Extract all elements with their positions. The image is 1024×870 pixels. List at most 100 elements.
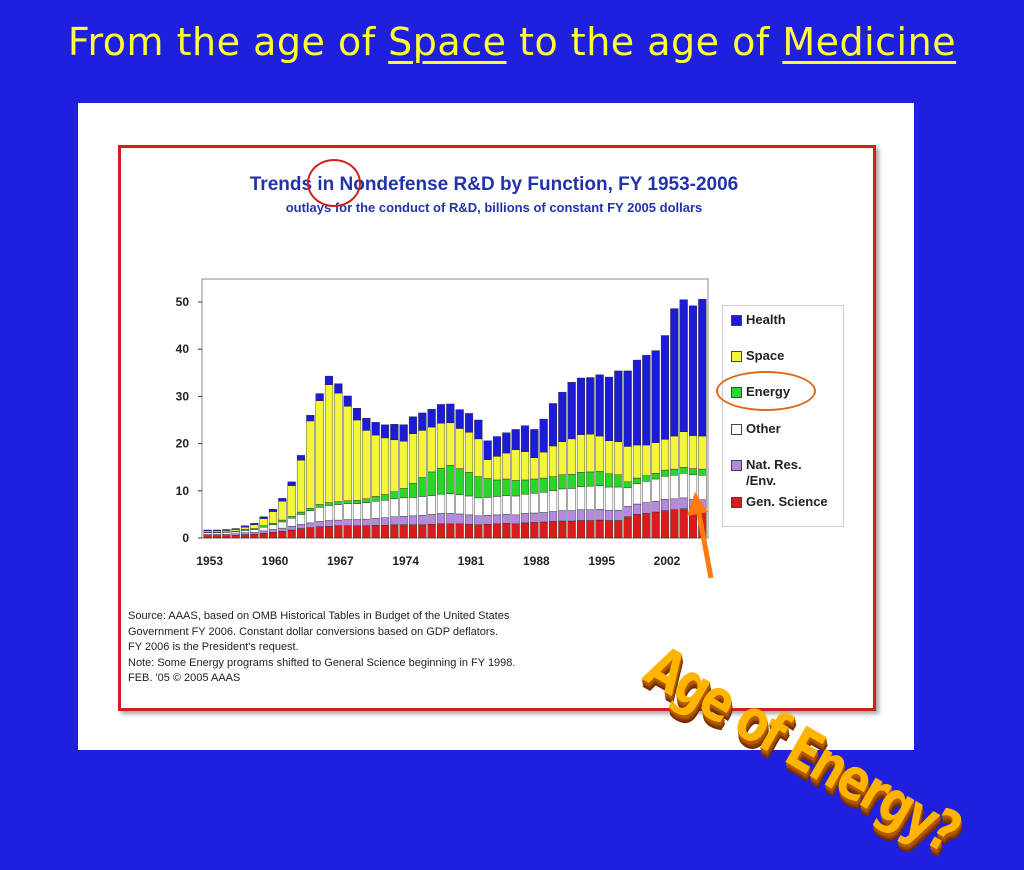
bar-segment xyxy=(549,491,557,512)
bar-segment xyxy=(540,478,548,492)
bar-segment xyxy=(325,503,333,506)
bar-segment xyxy=(213,530,221,531)
bar-segment xyxy=(316,401,324,505)
x-tick-label: 1974 xyxy=(392,554,419,568)
bar-segment xyxy=(362,503,370,520)
bar-segment xyxy=(362,430,370,498)
bar-segment xyxy=(540,452,548,478)
bar-segment xyxy=(381,500,389,517)
bar-segment xyxy=(344,526,352,538)
bar-segment xyxy=(372,496,380,501)
bar-segment xyxy=(437,468,445,494)
bar-segment xyxy=(493,437,501,457)
x-tick-label: 2002 xyxy=(654,554,681,568)
bar-segment xyxy=(213,531,221,532)
bar-segment xyxy=(446,423,454,465)
bar-segment xyxy=(213,534,221,535)
bar-segment xyxy=(232,530,240,532)
bar-segment xyxy=(222,534,230,535)
bar-segment xyxy=(456,514,464,524)
bar-segment xyxy=(605,474,613,487)
bar-segment xyxy=(512,524,520,538)
source-note: Source: AAAS, based on OMB Historical Ta… xyxy=(128,609,568,687)
bar-segment xyxy=(614,475,622,487)
bar-segment xyxy=(521,480,529,494)
bar-segment xyxy=(390,440,398,492)
bar-segment xyxy=(670,499,678,510)
bar-segment xyxy=(502,523,510,538)
bar-segment xyxy=(232,529,240,530)
bar-segment xyxy=(446,513,454,523)
bar-segment xyxy=(344,406,352,500)
bar-segment xyxy=(624,371,632,447)
bar-segment xyxy=(586,510,594,521)
bar-segment xyxy=(446,524,454,538)
bar-segment xyxy=(642,503,650,514)
legend-swatch xyxy=(731,424,742,435)
bar-segment xyxy=(568,521,576,538)
bar-segment xyxy=(418,430,426,477)
bar-segment xyxy=(624,517,632,538)
bar-segment xyxy=(288,486,296,517)
bar-segment xyxy=(633,504,641,514)
bar-segment xyxy=(474,420,482,439)
bar-segment xyxy=(530,458,538,479)
bar-segment xyxy=(465,496,473,515)
bar-segment xyxy=(241,526,249,527)
bar-segment xyxy=(586,378,594,435)
bar-segment xyxy=(428,524,436,538)
bar-segment xyxy=(334,504,342,520)
bar-segment xyxy=(250,534,258,538)
bar-segment xyxy=(278,501,286,520)
bar-segment xyxy=(372,525,380,538)
bar-segment xyxy=(614,521,622,538)
bar-segment xyxy=(316,527,324,538)
bar-segment xyxy=(278,522,286,528)
legend-label: Other xyxy=(746,421,781,437)
bar-segment xyxy=(605,377,613,441)
bar-segment xyxy=(222,530,230,531)
bar-segment xyxy=(400,516,408,524)
bar-segment xyxy=(204,530,212,531)
bar-segment xyxy=(670,436,678,469)
bar-segment xyxy=(306,508,314,510)
source-note-line: Source: AAAS, based on OMB Historical Ta… xyxy=(128,609,568,625)
legend-label: Gen. Science xyxy=(746,494,828,510)
bar-segment xyxy=(586,521,594,538)
bar-segment xyxy=(297,512,305,514)
legend-swatch xyxy=(731,315,742,326)
bar-segment xyxy=(521,513,529,522)
bar-segment xyxy=(381,438,389,495)
bar-segment xyxy=(316,394,324,401)
bar-segment xyxy=(288,516,296,518)
bar-segment xyxy=(260,531,268,533)
bar-segment xyxy=(549,403,557,445)
x-tick-label: 1995 xyxy=(588,554,615,568)
bar-segment xyxy=(652,351,660,443)
bar-segment xyxy=(586,434,594,472)
bar-segment xyxy=(362,519,370,526)
bar-segment xyxy=(260,526,268,527)
legend-item: Space xyxy=(731,348,784,364)
bar-segment xyxy=(278,498,286,501)
bar-segment xyxy=(278,520,286,522)
bar-segment xyxy=(400,525,408,538)
bar-segment xyxy=(614,487,622,510)
bar-segment xyxy=(204,534,212,535)
bar-segment xyxy=(306,511,314,523)
bar-segment xyxy=(269,532,277,538)
bar-segment xyxy=(400,425,408,442)
x-tick-label: 1953 xyxy=(196,554,223,568)
legend-swatch xyxy=(731,497,742,508)
bar-segment xyxy=(325,376,333,384)
bar-segment xyxy=(353,420,361,500)
bar-segment xyxy=(362,499,370,503)
y-tick-label: 20 xyxy=(176,437,190,451)
bar-segment xyxy=(652,443,660,474)
bar-segment xyxy=(512,496,520,515)
bar-segment xyxy=(465,524,473,538)
bar-segment xyxy=(596,375,604,436)
bar-segment xyxy=(297,514,305,524)
bar-segment xyxy=(549,512,557,522)
bar-segment xyxy=(484,460,492,479)
